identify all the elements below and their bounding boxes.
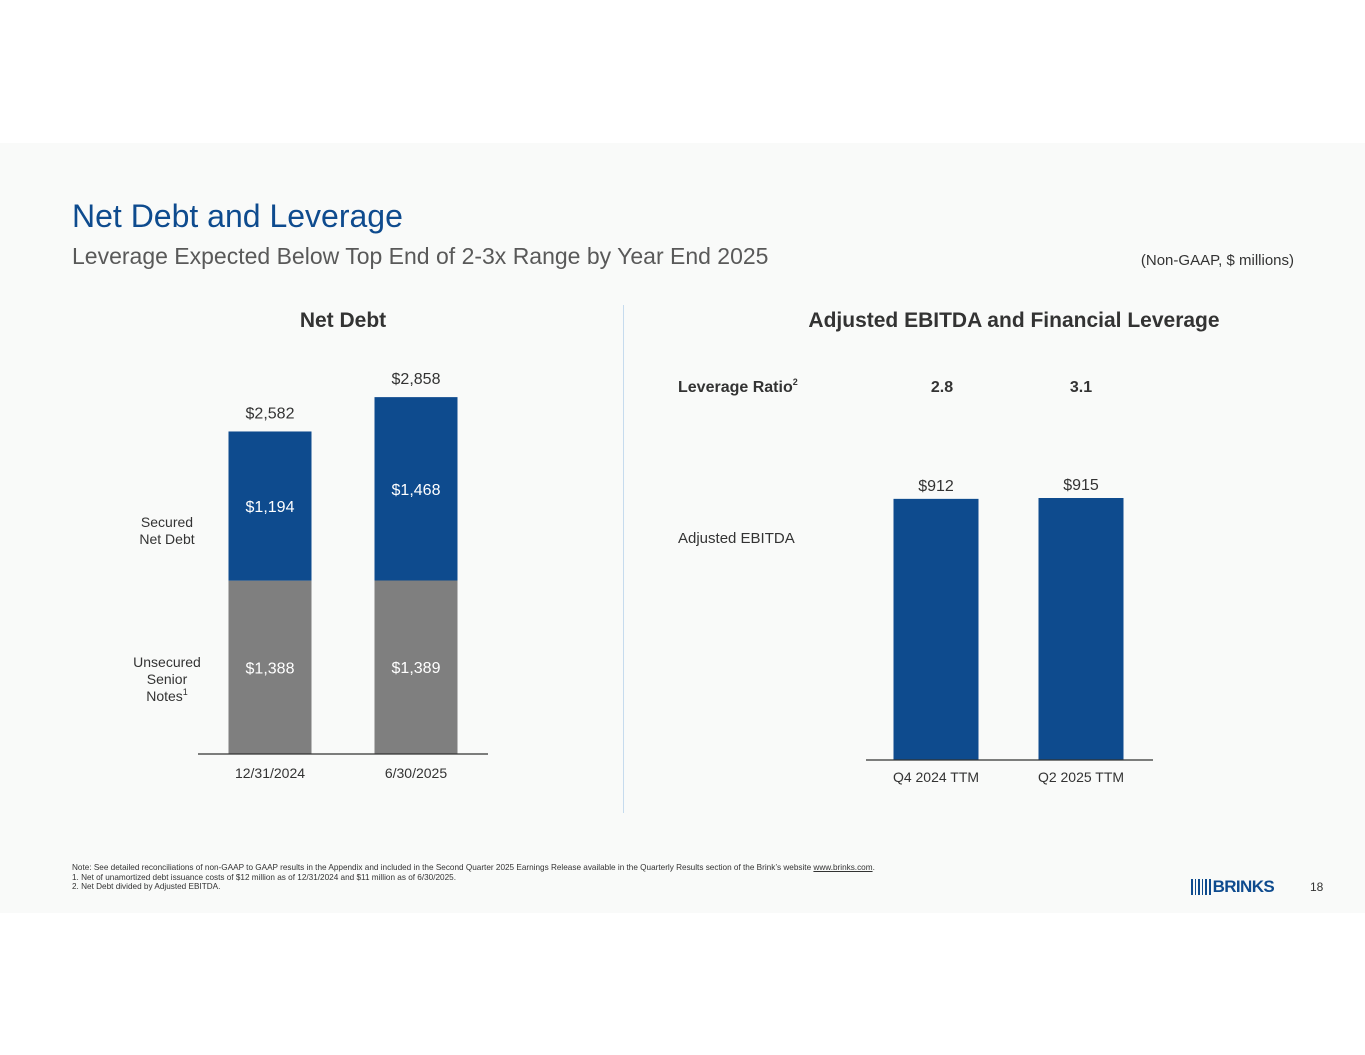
net-debt-category-label: 6/30/2025 [385, 765, 447, 781]
footnote-1: 1. Net of unamortized debt issuance cost… [72, 872, 456, 882]
ebitda-category-label: Q4 2024 TTM [893, 769, 979, 785]
chart-divider [623, 305, 624, 813]
leverage-ratio-footnote-mark: 2 [793, 377, 798, 387]
ebitda-category-label: Q2 2025 TTM [1038, 769, 1124, 785]
leverage-ratio-value: 2.8 [931, 379, 953, 396]
leverage-ratio-value: 3.1 [1070, 379, 1092, 396]
unsecured-notes-footnote-mark: 1 [183, 687, 188, 697]
net-debt-total-label: $2,582 [246, 405, 295, 422]
page-number: 18 [1310, 880, 1324, 894]
footnote-note: Note: See detailed reconciliations of no… [72, 863, 875, 873]
net-debt-category-label: 12/31/2024 [235, 765, 305, 781]
slide-background [0, 143, 1365, 913]
page-title: Net Debt and Leverage [72, 198, 403, 234]
secured-net-debt-series-label: Secured [141, 514, 193, 530]
unsecured-notes-series-label: Senior [147, 671, 188, 687]
net-debt-chart-title: Net Debt [300, 309, 386, 332]
leverage-ratio-label-text: Leverage Ratio [678, 379, 793, 396]
brinks-logo: BRINKS [1191, 876, 1275, 898]
unsecured-notes-value-label: $1,388 [246, 660, 295, 677]
secured-net-debt-series-label: Net Debt [139, 531, 194, 547]
net-debt-total-label: $2,858 [392, 371, 441, 388]
logo-wordmark: BRINKS [1212, 877, 1275, 896]
leverage-ratio-label: Leverage Ratio2 [678, 377, 798, 396]
footnote-note-suffix: . [872, 863, 875, 872]
unsecured-notes-series-label: Notes1 [146, 687, 188, 704]
ebitda-chart-title: Adjusted EBITDA and Financial Leverage [808, 309, 1219, 332]
logo-bars-icon [1191, 879, 1211, 895]
adjusted-ebitda-value-label: $915 [1063, 477, 1099, 494]
unsecured-notes-series-label-text: Unsecured [133, 654, 201, 670]
unsecured-notes-bar [374, 580, 458, 754]
units-note: (Non-GAAP, $ millions) [1140, 252, 1294, 269]
unsecured-notes-value-label: $1,389 [392, 660, 441, 677]
unsecured-notes-series-label: Unsecured [133, 654, 201, 670]
secured-net-debt-bar [228, 431, 312, 581]
page-subtitle: Leverage Expected Below Top End of 2-3x … [72, 243, 769, 269]
ebitda-series-label: Adjusted EBITDA [678, 530, 795, 547]
secured-net-debt-value-label: $1,194 [246, 499, 295, 516]
brinks-website-link[interactable]: www.brinks.com [813, 863, 873, 872]
adjusted-ebitda-bar [1038, 498, 1124, 760]
footnote-2: 2. Net Debt divided by Adjusted EBITDA. [72, 882, 221, 892]
unsecured-notes-series-label-text: Notes [146, 688, 183, 704]
unsecured-notes-series-label-text: Senior [147, 671, 188, 687]
unsecured-notes-bar [228, 580, 312, 754]
secured-net-debt-bar [374, 397, 458, 581]
footnotes: Note: See detailed reconciliations of no… [72, 863, 875, 892]
secured-net-debt-value-label: $1,468 [392, 482, 441, 499]
ebitda-leverage-chart: Adjusted EBITDA and Financial Leverage L… [678, 309, 1220, 785]
adjusted-ebitda-bar [893, 498, 979, 760]
adjusted-ebitda-value-label: $912 [918, 478, 954, 495]
footnote-note-text: Note: See detailed reconciliations of no… [72, 863, 814, 872]
